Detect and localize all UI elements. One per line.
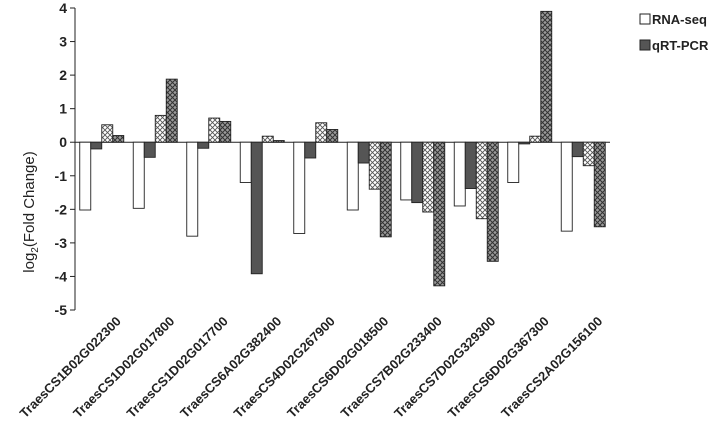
bar-series-4 (165, 78, 178, 143)
x-tick-label: TraesCS1D02G017700 (124, 314, 231, 421)
legend-swatch-rna-seq (639, 13, 651, 25)
bar-series-1 (293, 141, 306, 234)
bar-series-2 (250, 141, 263, 275)
y-tick-label: 1 (59, 101, 67, 117)
bar-series-1 (560, 141, 573, 232)
bar-series-2 (357, 141, 370, 164)
bar-series-4 (433, 141, 446, 287)
bar-series-2 (304, 141, 317, 159)
bar-series-2 (143, 141, 156, 158)
bar-series-4 (326, 129, 339, 143)
x-tick-label: TraesCS1B02G022300 (17, 314, 124, 421)
bar-series-3 (208, 117, 221, 143)
bar-series-2 (90, 141, 103, 150)
y-axis-title-main: log (21, 253, 38, 273)
bar-series-4 (540, 10, 553, 143)
bar-series-3 (368, 141, 381, 190)
bar-series-2 (571, 141, 584, 158)
bar-series-1 (400, 141, 413, 201)
bar-series-2 (411, 141, 424, 204)
bar-series-1 (132, 141, 145, 209)
bar-series-4 (112, 135, 125, 143)
bar-series-3 (101, 124, 114, 143)
x-tick-label: TraesCS7D02G329300 (391, 314, 498, 421)
bar-series-3 (154, 114, 167, 143)
y-tick-label: 0 (59, 134, 67, 150)
bar-series-4 (486, 141, 499, 262)
bar-series-3 (475, 141, 488, 220)
axes (70, 7, 610, 311)
y-tick-label: 4 (59, 0, 67, 16)
bar-series-3 (261, 135, 274, 143)
legend-label-qrt-pcr: qRT-PCR (652, 38, 708, 53)
bar-series-2 (464, 141, 477, 189)
y-tick-label: -2 (55, 201, 68, 217)
y-axis-title: log2(Fold Change) (21, 151, 41, 272)
bar-series-1 (346, 141, 359, 211)
legend-swatch-qrt-pcr (639, 39, 651, 51)
x-tick-label: TraesCS2A02G156100 (498, 314, 605, 421)
x-tick-label: TraesCS4D02G267900 (231, 314, 338, 421)
bar-series-1 (453, 141, 466, 207)
y-axis-title-rest: (Fold Change) (21, 151, 38, 247)
y-axis-title-subscript: 2 (30, 247, 41, 253)
bar-series-4 (219, 120, 232, 143)
y-tick-label: 3 (59, 34, 67, 50)
x-tick-label: TraesCS6D02G018500 (284, 314, 391, 421)
bar-series-4 (272, 140, 285, 143)
bar-series-1 (186, 141, 199, 237)
x-tick-label: TraesCS6D02G367300 (445, 314, 552, 421)
tick-labels: -5-4-3-2-101234TraesCS1B02G022300TraesCS… (17, 0, 606, 421)
bar-series-4 (379, 141, 392, 238)
y-tick-label: 2 (59, 67, 67, 83)
x-tick-label: TraesCS7B02G233400 (338, 314, 445, 421)
bar-series-1 (239, 141, 252, 183)
y-tick-label: -3 (55, 235, 68, 251)
y-tick-label: -4 (55, 268, 68, 284)
bar-series-4 (593, 141, 606, 228)
bar-series-1 (507, 141, 520, 183)
x-tick-label: TraesCS1D02G017800 (70, 314, 177, 421)
y-tick-label: -5 (55, 302, 68, 318)
x-tick-label: TraesCS6A02G382400 (177, 314, 284, 421)
bar-series-3 (582, 141, 595, 167)
bar-series-1 (79, 141, 92, 211)
bar-series-3 (529, 135, 542, 143)
legend-label-rna-seq: RNA-seq (652, 12, 707, 27)
y-tick-label: -1 (55, 168, 68, 184)
bar-series-3 (422, 141, 435, 213)
bar-series-2 (197, 141, 210, 149)
svg-text:log2(Fold Change): log2(Fold Change) (21, 151, 41, 272)
bar-series-3 (315, 122, 328, 143)
bars (79, 10, 606, 287)
legend: RNA-seq qRT-PCR (639, 12, 708, 53)
bar-series-2 (518, 141, 531, 145)
